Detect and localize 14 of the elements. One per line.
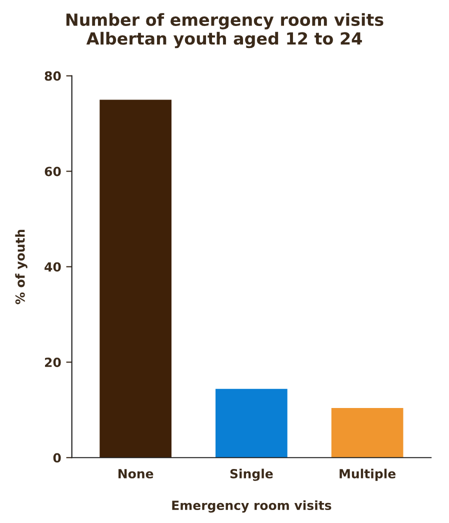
bar xyxy=(100,100,172,458)
x-tick-label: None xyxy=(118,469,154,478)
y-tick-label: 40 xyxy=(44,262,61,272)
bar xyxy=(331,408,404,458)
x-axis-title: Emergency room visits xyxy=(172,500,332,513)
bar xyxy=(216,388,288,458)
chart-title: Number of emergency room visits Albertan youth aged 12 to 24 xyxy=(66,13,384,48)
y-axis-title: % of youth xyxy=(15,230,28,304)
x-tick-label: Single xyxy=(230,468,273,481)
x-tick-label: Multiple xyxy=(340,468,396,481)
y-tick-label: 80 xyxy=(44,71,61,81)
y-tick-label: 20 xyxy=(45,358,61,368)
y-tick-label: 0 xyxy=(53,453,61,463)
y-tick-label: 60 xyxy=(44,166,61,176)
